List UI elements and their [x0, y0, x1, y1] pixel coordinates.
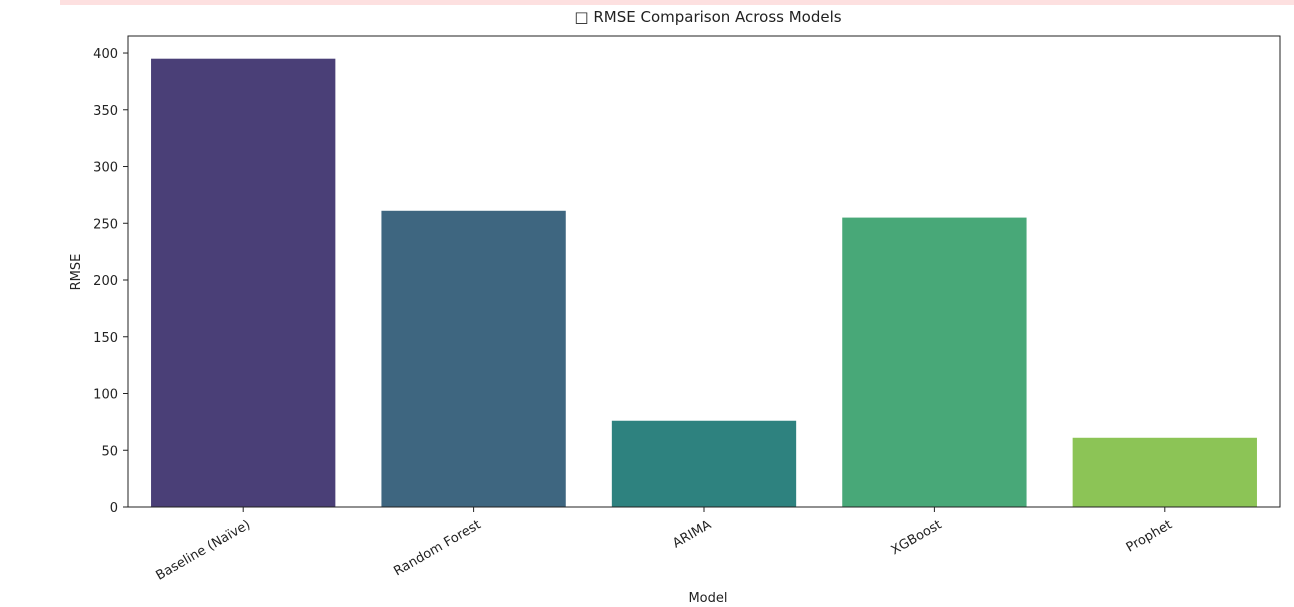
plot-frame	[127, 35, 1281, 508]
x-axis-label: Model	[688, 591, 727, 603]
chart-title: □ RMSE Comparison Across Models	[574, 8, 841, 26]
y-tick-label: 200	[93, 274, 118, 289]
x-tick-label: Prophet	[1124, 517, 1175, 555]
warning-strip	[60, 0, 1294, 5]
x-tick-label: Random Forest	[391, 517, 483, 579]
y-axis-label: RMSE	[69, 254, 84, 291]
bar	[381, 210, 566, 508]
y-tick-label: 150	[93, 331, 118, 346]
y-tick-label: 50	[101, 444, 118, 459]
y-tick-label: 400	[93, 47, 118, 62]
x-tick-label: Baseline (Naïve)	[154, 517, 254, 583]
bar	[842, 217, 1027, 507]
y-tick-label: 250	[93, 217, 118, 232]
bar	[1072, 437, 1257, 507]
x-tick-label: ARIMA	[670, 517, 714, 551]
y-tick-label: 300	[93, 161, 118, 176]
bar	[611, 420, 797, 507]
bar	[151, 58, 336, 508]
y-tick-label: 0	[110, 501, 118, 516]
y-tick-label: 350	[93, 104, 118, 119]
x-tick-label: XGBoost	[889, 517, 945, 558]
y-tick-label: 100	[93, 388, 118, 403]
